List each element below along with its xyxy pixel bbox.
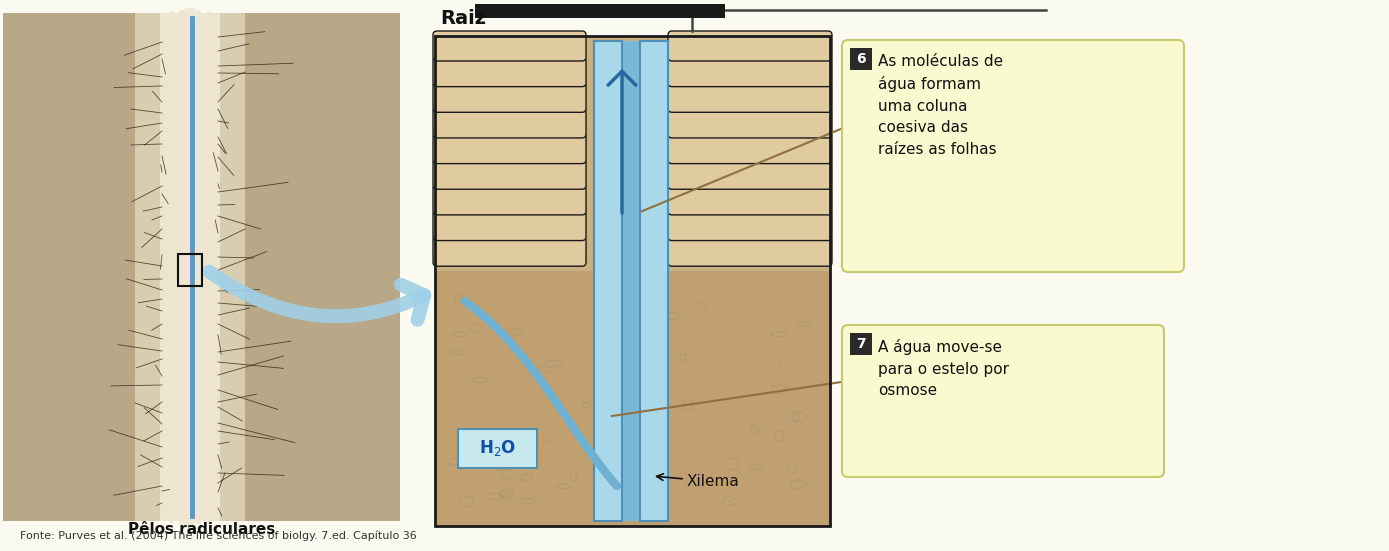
Text: 7: 7 bbox=[856, 337, 865, 351]
FancyBboxPatch shape bbox=[668, 236, 832, 266]
FancyBboxPatch shape bbox=[433, 159, 586, 189]
Text: A água move-se
para o estelo por
osmose: A água move-se para o estelo por osmose bbox=[878, 339, 1008, 398]
FancyBboxPatch shape bbox=[668, 185, 832, 215]
FancyBboxPatch shape bbox=[433, 210, 586, 241]
FancyBboxPatch shape bbox=[433, 236, 586, 266]
Text: Fonte: Purves et al. (2004) The life sciences of biolgy. 7.ed. Capítulo 36: Fonte: Purves et al. (2004) The life sci… bbox=[19, 531, 417, 541]
FancyBboxPatch shape bbox=[433, 82, 586, 112]
Bar bbox=[475, 4, 725, 18]
FancyBboxPatch shape bbox=[433, 133, 586, 164]
FancyBboxPatch shape bbox=[668, 210, 832, 241]
Bar bbox=[3, 13, 400, 521]
Text: Xilema: Xilema bbox=[688, 473, 740, 489]
Text: As moléculas de
água formam
uma coluna
coesiva das
raízes as folhas: As moléculas de água formam uma coluna c… bbox=[878, 54, 1003, 157]
FancyBboxPatch shape bbox=[842, 325, 1164, 477]
FancyBboxPatch shape bbox=[668, 133, 832, 164]
FancyBboxPatch shape bbox=[433, 108, 586, 138]
FancyBboxPatch shape bbox=[433, 185, 586, 215]
FancyBboxPatch shape bbox=[433, 31, 586, 61]
FancyBboxPatch shape bbox=[458, 429, 538, 468]
FancyBboxPatch shape bbox=[668, 108, 832, 138]
Text: 6: 6 bbox=[856, 52, 865, 66]
Bar bbox=[181, 13, 200, 521]
FancyArrowPatch shape bbox=[210, 272, 424, 320]
Bar bbox=[435, 36, 831, 526]
Bar bbox=[850, 48, 872, 70]
Bar bbox=[435, 271, 831, 526]
FancyBboxPatch shape bbox=[668, 31, 832, 61]
Bar bbox=[622, 41, 640, 521]
Bar bbox=[160, 13, 219, 521]
FancyBboxPatch shape bbox=[668, 57, 832, 87]
FancyBboxPatch shape bbox=[433, 57, 586, 87]
Bar bbox=[178, 254, 201, 286]
Bar bbox=[640, 41, 668, 521]
Text: Raiz: Raiz bbox=[440, 9, 486, 28]
Bar bbox=[594, 41, 622, 521]
Text: Pêlos radiculares: Pêlos radiculares bbox=[128, 522, 275, 537]
FancyBboxPatch shape bbox=[842, 40, 1183, 272]
Bar bbox=[135, 13, 244, 521]
FancyBboxPatch shape bbox=[668, 159, 832, 189]
Text: H$_2$O: H$_2$O bbox=[479, 439, 517, 458]
Bar bbox=[435, 36, 831, 271]
FancyBboxPatch shape bbox=[668, 82, 832, 112]
Bar bbox=[850, 333, 872, 355]
